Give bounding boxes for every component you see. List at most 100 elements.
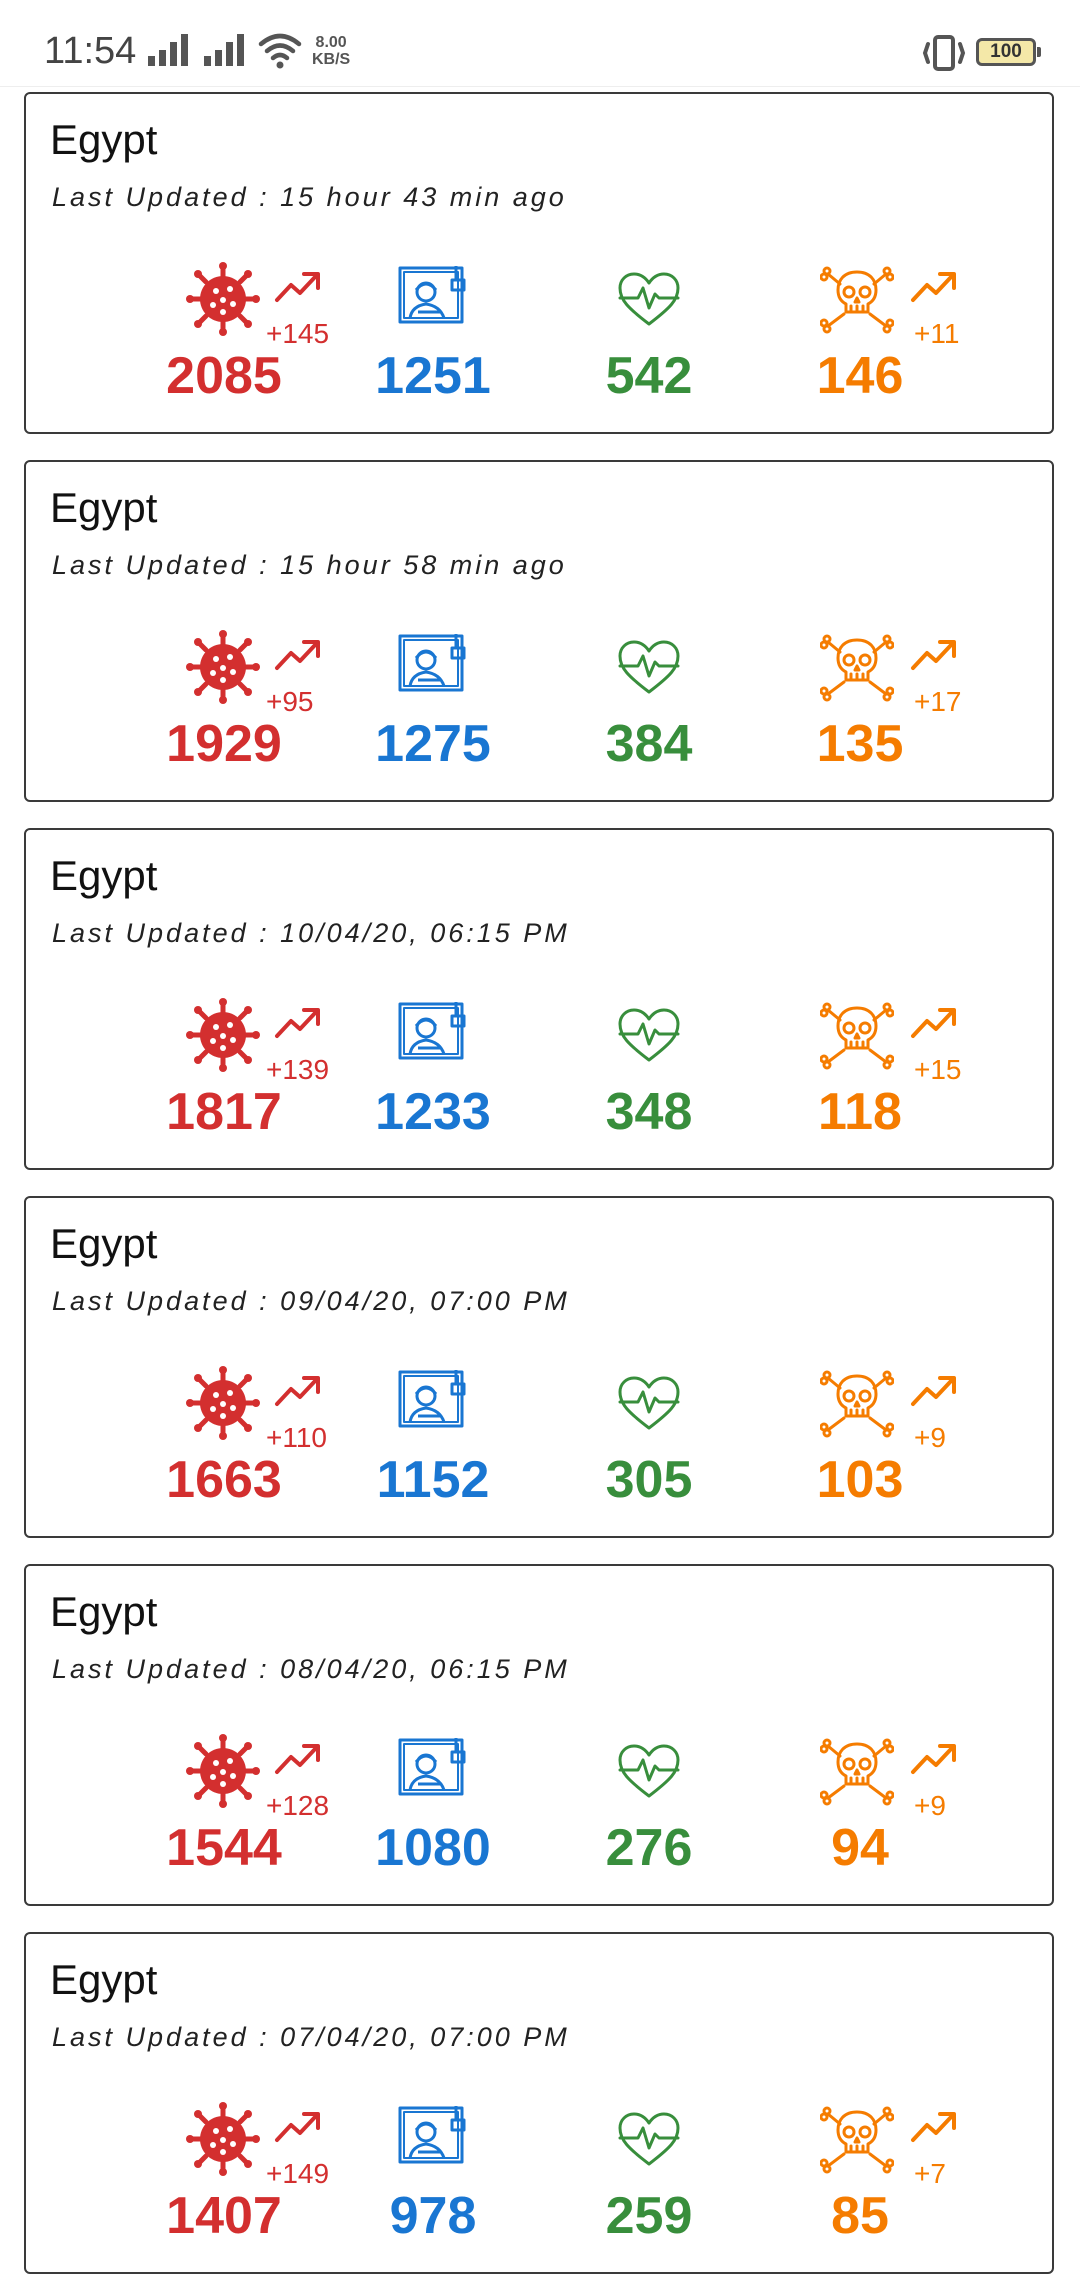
active-count: 1275 (375, 715, 491, 773)
recovered-count: 305 (605, 1451, 693, 1509)
confirmed-delta: +110 (266, 1422, 327, 1453)
signal-icon (148, 34, 188, 66)
virus-icon (186, 1366, 260, 1440)
country-name: Egypt (50, 116, 158, 163)
heartbeat-icon (618, 272, 680, 326)
country-stats-card[interactable]: Egypt Last Updated : 15 hour 58 min ago (24, 460, 1054, 802)
patient-bed-icon (398, 266, 466, 324)
trending-up-icon (911, 2112, 956, 2142)
trending-up-icon (275, 640, 320, 670)
deaths-delta: +11 (914, 318, 960, 349)
country-stats-card[interactable]: Egypt Last Updated : 09/04/20, 07:00 PM (24, 1196, 1054, 1538)
trending-up-icon (275, 1744, 320, 1774)
active-count: 978 (389, 2187, 477, 2245)
heartbeat-icon (618, 640, 680, 694)
heartbeat-icon (618, 1008, 680, 1062)
trending-up-icon (911, 1744, 956, 1774)
status-time: 11:54 (44, 30, 137, 72)
patient-bed-icon (398, 1002, 466, 1060)
country-stats-card[interactable]: Egypt Last Updated : 07/04/20, 07:00 PM (24, 1932, 1054, 2274)
patient-bed-icon (398, 634, 466, 692)
active-count: 1152 (376, 1451, 490, 1509)
trending-up-icon (911, 1376, 956, 1406)
recovered-count: 259 (605, 2187, 693, 2245)
country-name: Egypt (50, 484, 158, 531)
confirmed-delta: +139 (266, 1054, 330, 1085)
confirmed-count: 1817 (166, 1083, 282, 1141)
confirmed-delta: +128 (266, 1790, 330, 1821)
country-stats-card[interactable]: Egypt Last Updated : 08/04/20, 06:15 PM (24, 1564, 1054, 1906)
patient-bed-icon (398, 2106, 466, 2164)
skull-crossbones-icon (820, 634, 894, 702)
skull-crossbones-icon (820, 266, 894, 334)
deaths-delta: +17 (914, 686, 962, 717)
confirmed-count: 2085 (166, 347, 282, 405)
confirmed-count: 1544 (166, 1819, 282, 1877)
network-speed-unit: KB/S (312, 51, 351, 68)
trending-up-icon (911, 1008, 956, 1038)
trending-up-icon (911, 640, 956, 670)
trending-up-icon (275, 272, 320, 302)
deaths-count: 94 (831, 1819, 889, 1877)
last-updated: Last Updated : 15 hour 43 min ago (52, 182, 567, 212)
confirmed-count: 1929 (166, 715, 282, 773)
network-speed-value: 8.00 (315, 34, 347, 51)
country-stats-card[interactable]: Egypt Last Updated : 15 hour 43 min ago (24, 92, 1054, 434)
active-count: 1233 (375, 1083, 491, 1141)
confirmed-delta: +95 (266, 686, 314, 717)
trending-up-icon (911, 272, 956, 302)
signal-icon (204, 34, 244, 66)
recovered-count: 384 (605, 715, 693, 773)
confirmed-delta: +149 (266, 2158, 330, 2189)
last-updated: Last Updated : 09/04/20, 07:00 PM (52, 1286, 570, 1316)
deaths-count: 103 (816, 1451, 904, 1509)
battery-indicator: 100 (976, 38, 1041, 66)
vibrate-icon (922, 35, 966, 71)
virus-icon (186, 2102, 260, 2176)
confirmed-count: 1663 (166, 1451, 282, 1509)
trending-up-icon (275, 2112, 320, 2142)
virus-icon (186, 998, 260, 1072)
skull-crossbones-icon (820, 1370, 894, 1438)
skull-crossbones-icon (820, 1002, 894, 1070)
country-name: Egypt (50, 1956, 158, 2003)
skull-crossbones-icon (820, 1738, 894, 1806)
heartbeat-icon (618, 1376, 680, 1430)
active-count: 1251 (375, 347, 491, 405)
last-updated: Last Updated : 10/04/20, 06:15 PM (52, 918, 570, 948)
heartbeat-icon (618, 2112, 680, 2166)
deaths-delta: +9 (914, 1790, 946, 1821)
deaths-count: 118 (818, 1083, 902, 1141)
trending-up-icon (275, 1376, 320, 1406)
virus-icon (186, 262, 260, 336)
patient-bed-icon (398, 1738, 466, 1796)
deaths-count: 85 (831, 2187, 889, 2245)
wifi-icon (258, 33, 302, 69)
recovered-count: 276 (605, 1819, 693, 1877)
active-count: 1080 (375, 1819, 491, 1877)
skull-crossbones-icon (820, 2106, 894, 2174)
country-name: Egypt (50, 852, 158, 899)
virus-icon (186, 1734, 260, 1808)
deaths-delta: +7 (914, 2158, 946, 2189)
trending-up-icon (275, 1008, 320, 1038)
deaths-delta: +9 (914, 1422, 946, 1453)
virus-icon (186, 630, 260, 704)
patient-bed-icon (398, 1370, 466, 1428)
deaths-delta: +15 (914, 1054, 962, 1085)
confirmed-count: 1407 (166, 2187, 282, 2245)
confirmed-delta: +145 (266, 318, 330, 349)
last-updated: Last Updated : 07/04/20, 07:00 PM (52, 2022, 570, 2052)
heartbeat-icon (618, 1744, 680, 1798)
recovered-count: 542 (605, 347, 693, 405)
deaths-count: 146 (816, 347, 904, 405)
last-updated: Last Updated : 08/04/20, 06:15 PM (52, 1654, 570, 1684)
network-speed: 8.00 KB/S (312, 34, 350, 68)
country-name: Egypt (50, 1588, 158, 1635)
deaths-count: 135 (816, 715, 904, 773)
recovered-count: 348 (605, 1083, 693, 1141)
last-updated: Last Updated : 15 hour 58 min ago (52, 550, 567, 580)
country-name: Egypt (50, 1220, 158, 1267)
status-bar: 11:54 8.00 KB/S 100 (0, 0, 1080, 87)
country-stats-card[interactable]: Egypt Last Updated : 10/04/20, 06:15 PM (24, 828, 1054, 1170)
